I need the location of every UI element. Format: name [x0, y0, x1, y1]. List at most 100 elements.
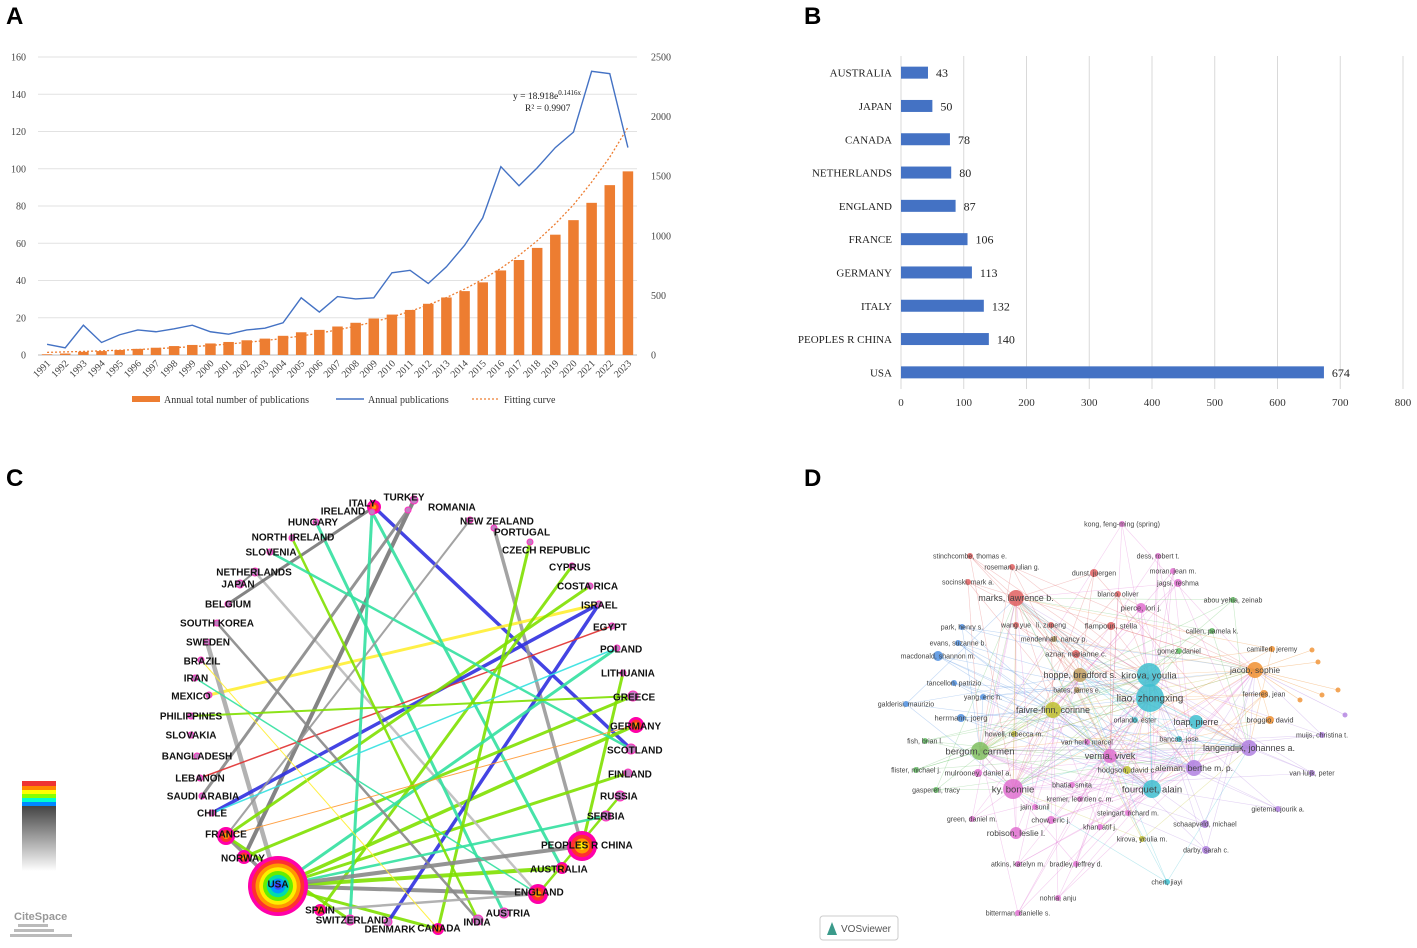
node-c-turkey	[409, 495, 419, 505]
author-label: evans, suzanne b.	[930, 640, 987, 647]
edge-d	[924, 740, 1195, 769]
edge-d	[1017, 767, 1195, 865]
edge-d	[1148, 674, 1271, 721]
node-d-author	[1048, 622, 1054, 628]
edge-c	[200, 659, 439, 930]
citespace-logo-text: CiteSpace	[14, 911, 67, 923]
node-c-usa	[274, 882, 282, 890]
x-tick-a: 1996	[122, 358, 144, 380]
edge-d	[1109, 755, 1195, 769]
x-tick-a: 2018	[521, 358, 543, 380]
edge-c	[277, 814, 607, 888]
bar-a-2002	[241, 340, 253, 355]
edge-d	[1079, 674, 1250, 749]
edge-d	[1053, 638, 1150, 676]
author-label: kirova, youlia m.	[1117, 836, 1168, 843]
author-label: kong, feng-ming (spring)	[1084, 521, 1160, 528]
node-d-author	[1170, 568, 1176, 574]
node-c-chile	[208, 809, 216, 817]
country-label: NORTH IRELAND	[252, 533, 335, 544]
author-label: atkins, katelyn m.	[991, 861, 1045, 868]
edge-d	[1141, 747, 1250, 840]
citespace-logo: CiteSpace	[10, 911, 72, 937]
country-label: NEW ZEALAND	[460, 517, 534, 528]
edge-d	[1110, 625, 1256, 671]
x-tick-a: 1997	[140, 358, 162, 380]
equation-text: y = 18.918e	[513, 92, 558, 102]
node-c-scotland	[625, 743, 637, 755]
country-label: DENMARK	[364, 925, 416, 936]
edge-d	[977, 674, 1081, 774]
node-c-lithuania	[619, 669, 627, 677]
edge-d	[979, 638, 1055, 752]
node-d-author	[1084, 739, 1090, 745]
node-d-author	[1074, 687, 1080, 693]
country-label: RUSSIA	[600, 792, 638, 803]
node-d-author	[1123, 766, 1131, 774]
author-label: van luijk, peter	[1289, 770, 1335, 777]
node-d-author	[980, 694, 986, 700]
bar-b-japan	[901, 99, 933, 112]
x-tick-a: 2002	[231, 358, 253, 380]
edge-d	[961, 626, 1111, 757]
node-d-minor	[1297, 697, 1303, 703]
node-d-author	[1011, 731, 1017, 737]
x-tick-b: 500	[1207, 397, 1224, 409]
node-d-author	[1201, 820, 1209, 828]
edge-d	[1012, 599, 1234, 790]
edge-d	[979, 709, 1054, 752]
value-label-b: 113	[980, 266, 998, 280]
edge-d	[1052, 674, 1150, 711]
node-d-author	[955, 640, 961, 646]
node-d-author	[1055, 895, 1061, 901]
edge-d	[971, 747, 1250, 820]
edge-d	[1117, 593, 1150, 676]
edge-d	[1193, 767, 1279, 810]
edge-d	[1079, 630, 1213, 676]
country-label: EGYPT	[593, 623, 627, 634]
author-label: khan, atif j.	[1083, 824, 1117, 831]
country-label: BANGLADESH	[162, 752, 233, 763]
bar-a-2004	[277, 335, 289, 355]
svg-text:y = 18.918e0.1416x: y = 18.918e0.1416x	[513, 89, 581, 102]
edge-d	[1254, 669, 1301, 701]
edge-d	[1012, 624, 1017, 790]
node-d-author	[1008, 590, 1024, 606]
author-label: steingart, richard m.	[1097, 810, 1159, 817]
node-d-minor	[1315, 659, 1321, 665]
node-d-author	[1209, 628, 1215, 634]
bar-a-2016	[495, 270, 507, 355]
node-c-north-ireland	[288, 534, 296, 542]
edge-d	[1052, 709, 1059, 899]
x-tick-a: 2021	[576, 358, 598, 380]
edge-d	[979, 593, 1119, 752]
network-d-authors: kong, feng-ming (spring) stinchcombe, tho…	[819, 521, 1348, 941]
legend-a: Annual total number of publications Annu…	[132, 395, 556, 406]
node-c-greece	[627, 690, 639, 702]
edge-d	[979, 523, 1123, 752]
bar-a-1996	[132, 348, 144, 355]
node-c-switzerland	[344, 914, 356, 926]
node-c-canada	[436, 927, 440, 931]
x-tick-a: 2015	[467, 358, 489, 380]
edge-d	[1012, 582, 1179, 790]
edge-d	[1015, 624, 1081, 676]
node-d-author	[1230, 597, 1236, 603]
edge-d	[915, 755, 1111, 771]
edge-d	[1149, 693, 1265, 699]
bar-a-2000	[205, 343, 216, 355]
country-label: SCOTLAND	[607, 746, 663, 757]
edge-d	[924, 697, 1151, 742]
author-label: marks, lawrence b.	[978, 593, 1054, 603]
node-d-author	[1073, 668, 1087, 682]
edge-d	[1204, 669, 1256, 825]
node-d-author	[1319, 732, 1325, 738]
author-label: muijs, christina t.	[1296, 732, 1348, 739]
edge-d	[979, 750, 1195, 769]
country-label: CHILE	[197, 809, 227, 820]
bar-b-england	[901, 199, 956, 212]
edge-d	[1015, 597, 1313, 774]
edge-d	[1079, 755, 1111, 800]
node-d-author	[933, 787, 939, 793]
country-label: CZECH REPUBLIC	[502, 546, 590, 557]
